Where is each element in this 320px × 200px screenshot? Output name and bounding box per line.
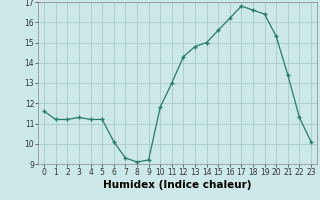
X-axis label: Humidex (Indice chaleur): Humidex (Indice chaleur) [103,180,252,190]
